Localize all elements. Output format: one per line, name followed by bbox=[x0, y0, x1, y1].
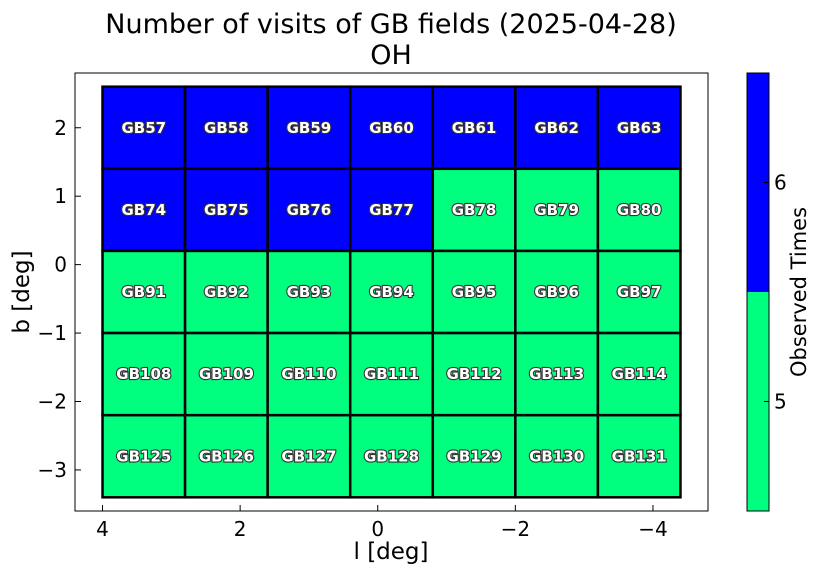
field-cell-gb109 bbox=[183, 331, 269, 417]
plot-frame bbox=[74, 72, 709, 512]
colorbar-tick-label-5: 5 bbox=[774, 390, 787, 414]
field-label-gb91: GB91 bbox=[121, 283, 166, 301]
field-label-gb57: GB57 bbox=[121, 119, 166, 137]
field-label-gb58: GB58 bbox=[204, 119, 249, 137]
field-label-gb79: GB79 bbox=[534, 201, 579, 219]
y-tick-label-minus1: −1 bbox=[38, 321, 67, 345]
field-label-gb130: GB130 bbox=[529, 447, 584, 465]
field-cell-gb76 bbox=[266, 167, 352, 253]
field-cells bbox=[101, 85, 682, 499]
field-cell-gb58 bbox=[183, 85, 269, 171]
field-label-gb95: GB95 bbox=[452, 283, 497, 301]
field-label-gb77: GB77 bbox=[369, 201, 414, 219]
field-label-gb74: GB74 bbox=[121, 201, 166, 219]
field-cell-gb108 bbox=[101, 331, 187, 417]
field-label-gb110: GB110 bbox=[281, 365, 336, 383]
colorbar-segment-5 bbox=[747, 292, 769, 511]
field-cell-gb74 bbox=[101, 167, 187, 253]
field-label-gb94: GB94 bbox=[369, 283, 414, 301]
field-cell-gb127 bbox=[266, 413, 352, 499]
y-tick-label-minus3: −3 bbox=[38, 458, 67, 482]
colorbar-ticks: 56 bbox=[764, 171, 787, 414]
field-label-gb131: GB131 bbox=[612, 447, 667, 465]
field-cell-gb113 bbox=[514, 331, 600, 417]
y-tick-label-minus2: −2 bbox=[38, 390, 67, 414]
field-cell-gb125 bbox=[101, 413, 187, 499]
x-axis-label: l [deg] bbox=[354, 539, 429, 565]
y-tick-label-2: 2 bbox=[54, 116, 67, 140]
field-cell-gb78 bbox=[431, 167, 517, 253]
field-label-gb113: GB113 bbox=[529, 365, 584, 383]
field-label-gb112: GB112 bbox=[447, 365, 502, 383]
field-label-gb92: GB92 bbox=[204, 283, 249, 301]
field-cell-gb57 bbox=[101, 85, 187, 171]
field-cell-gb96 bbox=[514, 249, 600, 335]
colorbar-label: Observed Times bbox=[787, 207, 811, 377]
field-cell-gb131 bbox=[596, 413, 682, 499]
field-label-gb125: GB125 bbox=[116, 447, 171, 465]
field-label-gb114: GB114 bbox=[612, 365, 667, 383]
field-label-gb78: GB78 bbox=[452, 201, 497, 219]
x-tick-label-minus2: −2 bbox=[501, 517, 530, 541]
field-label-gb62: GB62 bbox=[534, 119, 579, 137]
field-label-gb93: GB93 bbox=[287, 283, 332, 301]
field-label-gb126: GB126 bbox=[199, 447, 254, 465]
x-axis-ticks: 4 2 0 −2 −4 bbox=[96, 505, 668, 541]
field-label-gb60: GB60 bbox=[369, 119, 414, 137]
colorbar-frame bbox=[746, 72, 770, 512]
field-label-gb75: GB75 bbox=[204, 201, 249, 219]
x-tick-label-minus4: −4 bbox=[638, 517, 667, 541]
field-cell-gb62 bbox=[514, 85, 600, 171]
y-tick-label-0: 0 bbox=[54, 253, 67, 277]
chart-title: Number of visits of GB fields (2025-04-2… bbox=[105, 9, 676, 40]
field-label-gb59: GB59 bbox=[287, 119, 332, 137]
field-label-gb129: GB129 bbox=[447, 447, 502, 465]
field-label-gb80: GB80 bbox=[617, 201, 662, 219]
field-label-gb109: GB109 bbox=[199, 365, 254, 383]
field-cell-gb92 bbox=[183, 249, 269, 335]
field-label-gb127: GB127 bbox=[281, 447, 336, 465]
field-label-gb128: GB128 bbox=[364, 447, 419, 465]
colorbar: 56 Observed Times bbox=[746, 72, 811, 512]
field-cell-gb95 bbox=[431, 249, 517, 335]
y-axis-ticks: 2 1 0 −1 −2 −3 bbox=[38, 116, 81, 482]
x-tick-label-2: 2 bbox=[234, 517, 247, 541]
y-axis-label: b [deg] bbox=[9, 250, 35, 333]
chart-subtitle: OH bbox=[370, 40, 412, 71]
field-cell-gb93 bbox=[266, 249, 352, 335]
field-label-gb63: GB63 bbox=[617, 119, 662, 137]
colorbar-segment-6 bbox=[747, 73, 769, 292]
field-cell-gb80 bbox=[596, 167, 682, 253]
field-labels: GB57 GB58 GB59 GB60 GB61 GB62 GB63 GB74 GB75 GB76… bbox=[115, 118, 668, 467]
field-label-gb76: GB76 bbox=[287, 201, 332, 219]
y-tick-label-1: 1 bbox=[54, 184, 67, 208]
x-tick-label-0: 0 bbox=[371, 517, 384, 541]
colorbar-tick-label-6: 6 bbox=[774, 171, 787, 195]
field-cell-gb130 bbox=[514, 413, 600, 499]
field-label-gb111: GB111 bbox=[364, 365, 419, 383]
field-label-gb96: GB96 bbox=[534, 283, 579, 301]
field-label-gb97: GB97 bbox=[617, 283, 662, 301]
field-cell-gb97 bbox=[596, 249, 682, 335]
field-label-gb61: GB61 bbox=[452, 119, 497, 137]
field-label-gb108: GB108 bbox=[116, 365, 171, 383]
x-tick-label-4: 4 bbox=[96, 517, 109, 541]
